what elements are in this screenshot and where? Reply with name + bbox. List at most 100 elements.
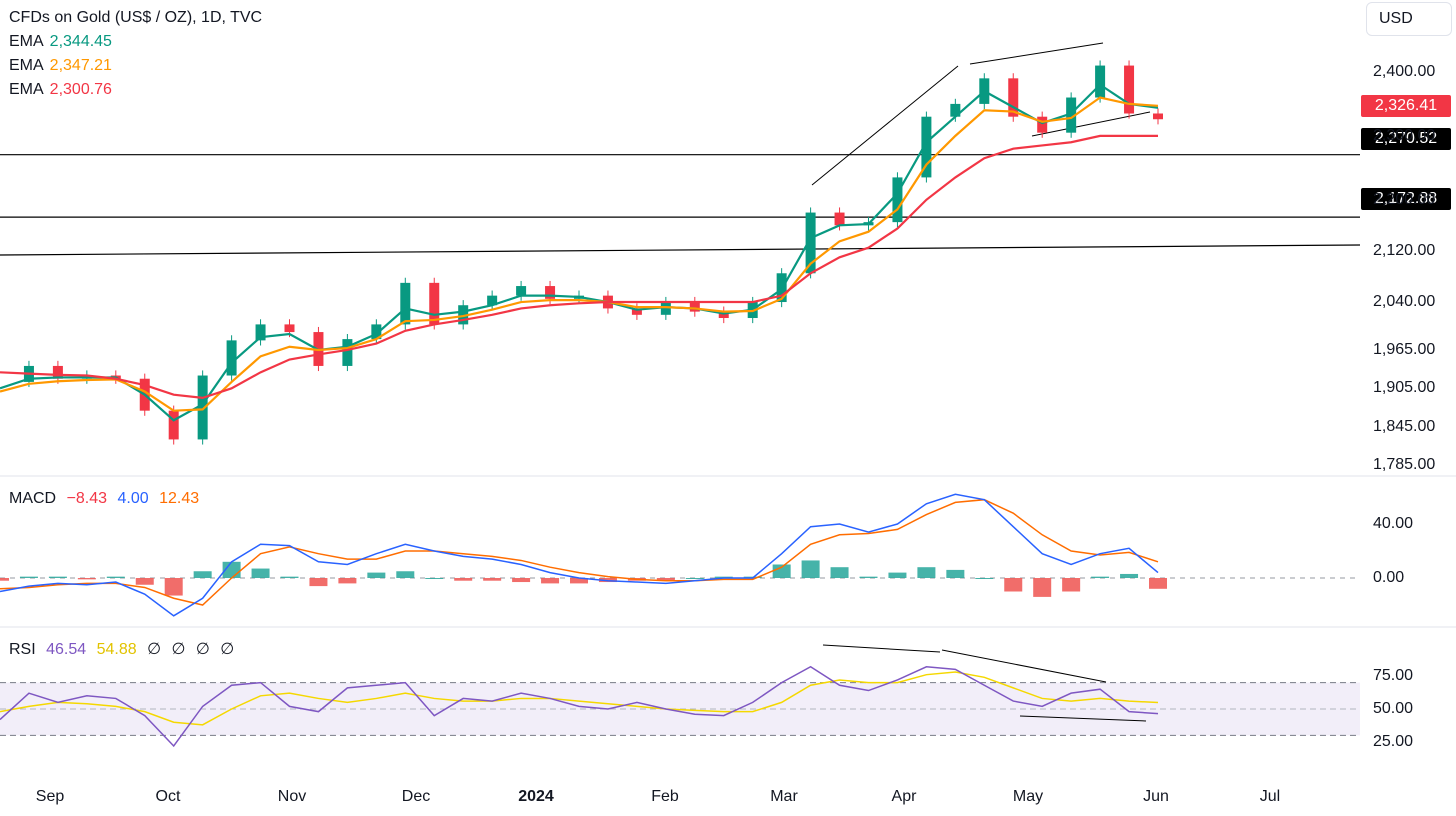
macd-histogram-bar — [888, 572, 907, 578]
price-tick-label: 2,120.00 — [1373, 241, 1436, 259]
rsi-extra: ∅ — [147, 641, 162, 658]
macd-histogram-bar — [801, 560, 820, 578]
ema-label: EMA — [9, 81, 44, 98]
macd-histogram-bar — [512, 578, 531, 583]
candle-body — [660, 302, 671, 315]
trend-line — [1019, 715, 1147, 722]
macd-histogram-bar — [830, 567, 849, 578]
time-tick-label: Feb — [651, 788, 679, 805]
trend-line — [811, 65, 959, 186]
macd-label: MACD — [9, 490, 57, 507]
ema-line-1 — [0, 83, 1159, 422]
candle-body — [689, 302, 700, 312]
candle-body — [168, 410, 179, 440]
macd-histogram-bar — [0, 578, 9, 581]
macd-histogram-bar — [685, 578, 704, 579]
macd-histogram-bar — [396, 571, 415, 578]
candle-body — [371, 324, 382, 340]
ema-legend-2: EMA 2,347.21 — [9, 54, 262, 78]
macd-histogram-bar — [917, 567, 936, 578]
price-tick-label: 1,785.00 — [1373, 456, 1436, 473]
price-tick-label: 2,300.00 — [1373, 126, 1436, 144]
candle-body — [1066, 97, 1077, 133]
rsi-legend: RSI 46.54 54.88 ∅ ∅ ∅ ∅ — [9, 638, 240, 662]
macd-histogram-bar — [19, 576, 38, 578]
macd-legend: MACD −8.43 4.00 12.43 — [9, 487, 205, 511]
trend-line — [0, 244, 1361, 256]
rsi-extra: ∅ — [220, 641, 235, 658]
rsi-extra: ∅ — [195, 641, 210, 658]
candle-body — [718, 311, 729, 319]
macd-histogram-bar — [946, 569, 965, 578]
time-tick-label: Oct — [155, 788, 181, 805]
candle-body — [226, 340, 237, 376]
price-tick-label: 1,905.00 — [1373, 379, 1436, 397]
price-tick-label: 2,200.00 — [1373, 190, 1436, 208]
level-tag-2: 2,172.88 — [1361, 188, 1451, 210]
ema-line-2 — [0, 96, 1159, 412]
macd-value: 4.00 — [117, 490, 149, 507]
time-tick-label: Jul — [1259, 788, 1281, 805]
macd-histogram-bar — [135, 578, 154, 585]
rsi-tick-label: 25.00 — [1373, 733, 1414, 750]
ema-line-3 — [0, 134, 1158, 400]
macd-histogram-bar — [193, 571, 212, 578]
macd-histogram-bar — [280, 576, 299, 578]
candle-body — [921, 116, 932, 178]
macd-line — [0, 493, 1159, 617]
macd-histogram-bar — [1120, 573, 1139, 578]
time-tick-label: Sep — [35, 788, 65, 805]
candle-body — [1095, 65, 1106, 98]
macd-tick-label: 40.00 — [1373, 515, 1414, 532]
ema-legend-1: EMA 2,344.45 — [9, 30, 262, 54]
rsi-value: 46.54 — [46, 641, 87, 658]
rsi-tick-label: 75.00 — [1373, 667, 1414, 684]
candle-body — [805, 212, 816, 274]
macd-histogram-bar — [1149, 578, 1167, 589]
ema-value: 2,347.21 — [49, 57, 112, 74]
price-tick-label: 1,845.00 — [1373, 417, 1436, 435]
price-tick-label: 2,400.00 — [1373, 62, 1436, 80]
macd-signal-value: 12.43 — [159, 490, 200, 507]
rsi-line — [0, 665, 1159, 748]
candle-body — [197, 375, 208, 440]
candle-body — [950, 103, 961, 117]
macd-histogram-bar — [425, 578, 444, 579]
last-price-tag: 2,326.41 — [1361, 95, 1451, 117]
rsi-ma-line — [0, 671, 1159, 726]
trend-line — [969, 42, 1104, 65]
candle-body — [516, 286, 527, 296]
level-tag-1: 2,270.52 — [1361, 128, 1451, 150]
candle-body — [400, 282, 411, 325]
macd-histogram-bar — [367, 572, 386, 578]
macd-histogram-bar — [251, 568, 270, 578]
macd-histogram-bar — [1062, 578, 1081, 592]
macd-histogram-bar — [656, 578, 675, 581]
time-tick-label: Mar — [770, 788, 798, 805]
candle-body — [342, 339, 353, 366]
ema-label: EMA — [9, 57, 44, 74]
chart-legend: CFDs on Gold (US$ / OZ), 1D, TVC EMA 2,34… — [9, 6, 262, 102]
time-tick-label: Dec — [401, 788, 431, 805]
macd-histogram-bar — [1091, 576, 1110, 578]
trend-line — [941, 649, 1107, 683]
time-tick-label: 2024 — [518, 788, 554, 805]
macd-histogram-bar — [106, 576, 125, 578]
macd-histogram-bar — [77, 578, 96, 580]
candle-body — [545, 286, 556, 299]
ema-legend-3: EMA 2,300.76 — [9, 78, 262, 102]
macd-histogram-bar — [859, 576, 878, 578]
currency-button[interactable]: USD — [1366, 2, 1452, 36]
macd-histogram-bar — [1004, 578, 1023, 592]
candle-body — [429, 282, 440, 325]
macd-histogram-bar — [772, 564, 791, 578]
price-tick-label: 1,965.00 — [1373, 340, 1436, 358]
rsi-extra: ∅ — [171, 641, 186, 658]
candle-body — [892, 177, 903, 223]
candle-body — [255, 324, 266, 341]
macd-hist-value: −8.43 — [66, 490, 108, 507]
candle-body — [1124, 65, 1135, 114]
rsi-tick-label: 50.00 — [1373, 700, 1414, 717]
macd-histogram-bar — [570, 578, 588, 584]
